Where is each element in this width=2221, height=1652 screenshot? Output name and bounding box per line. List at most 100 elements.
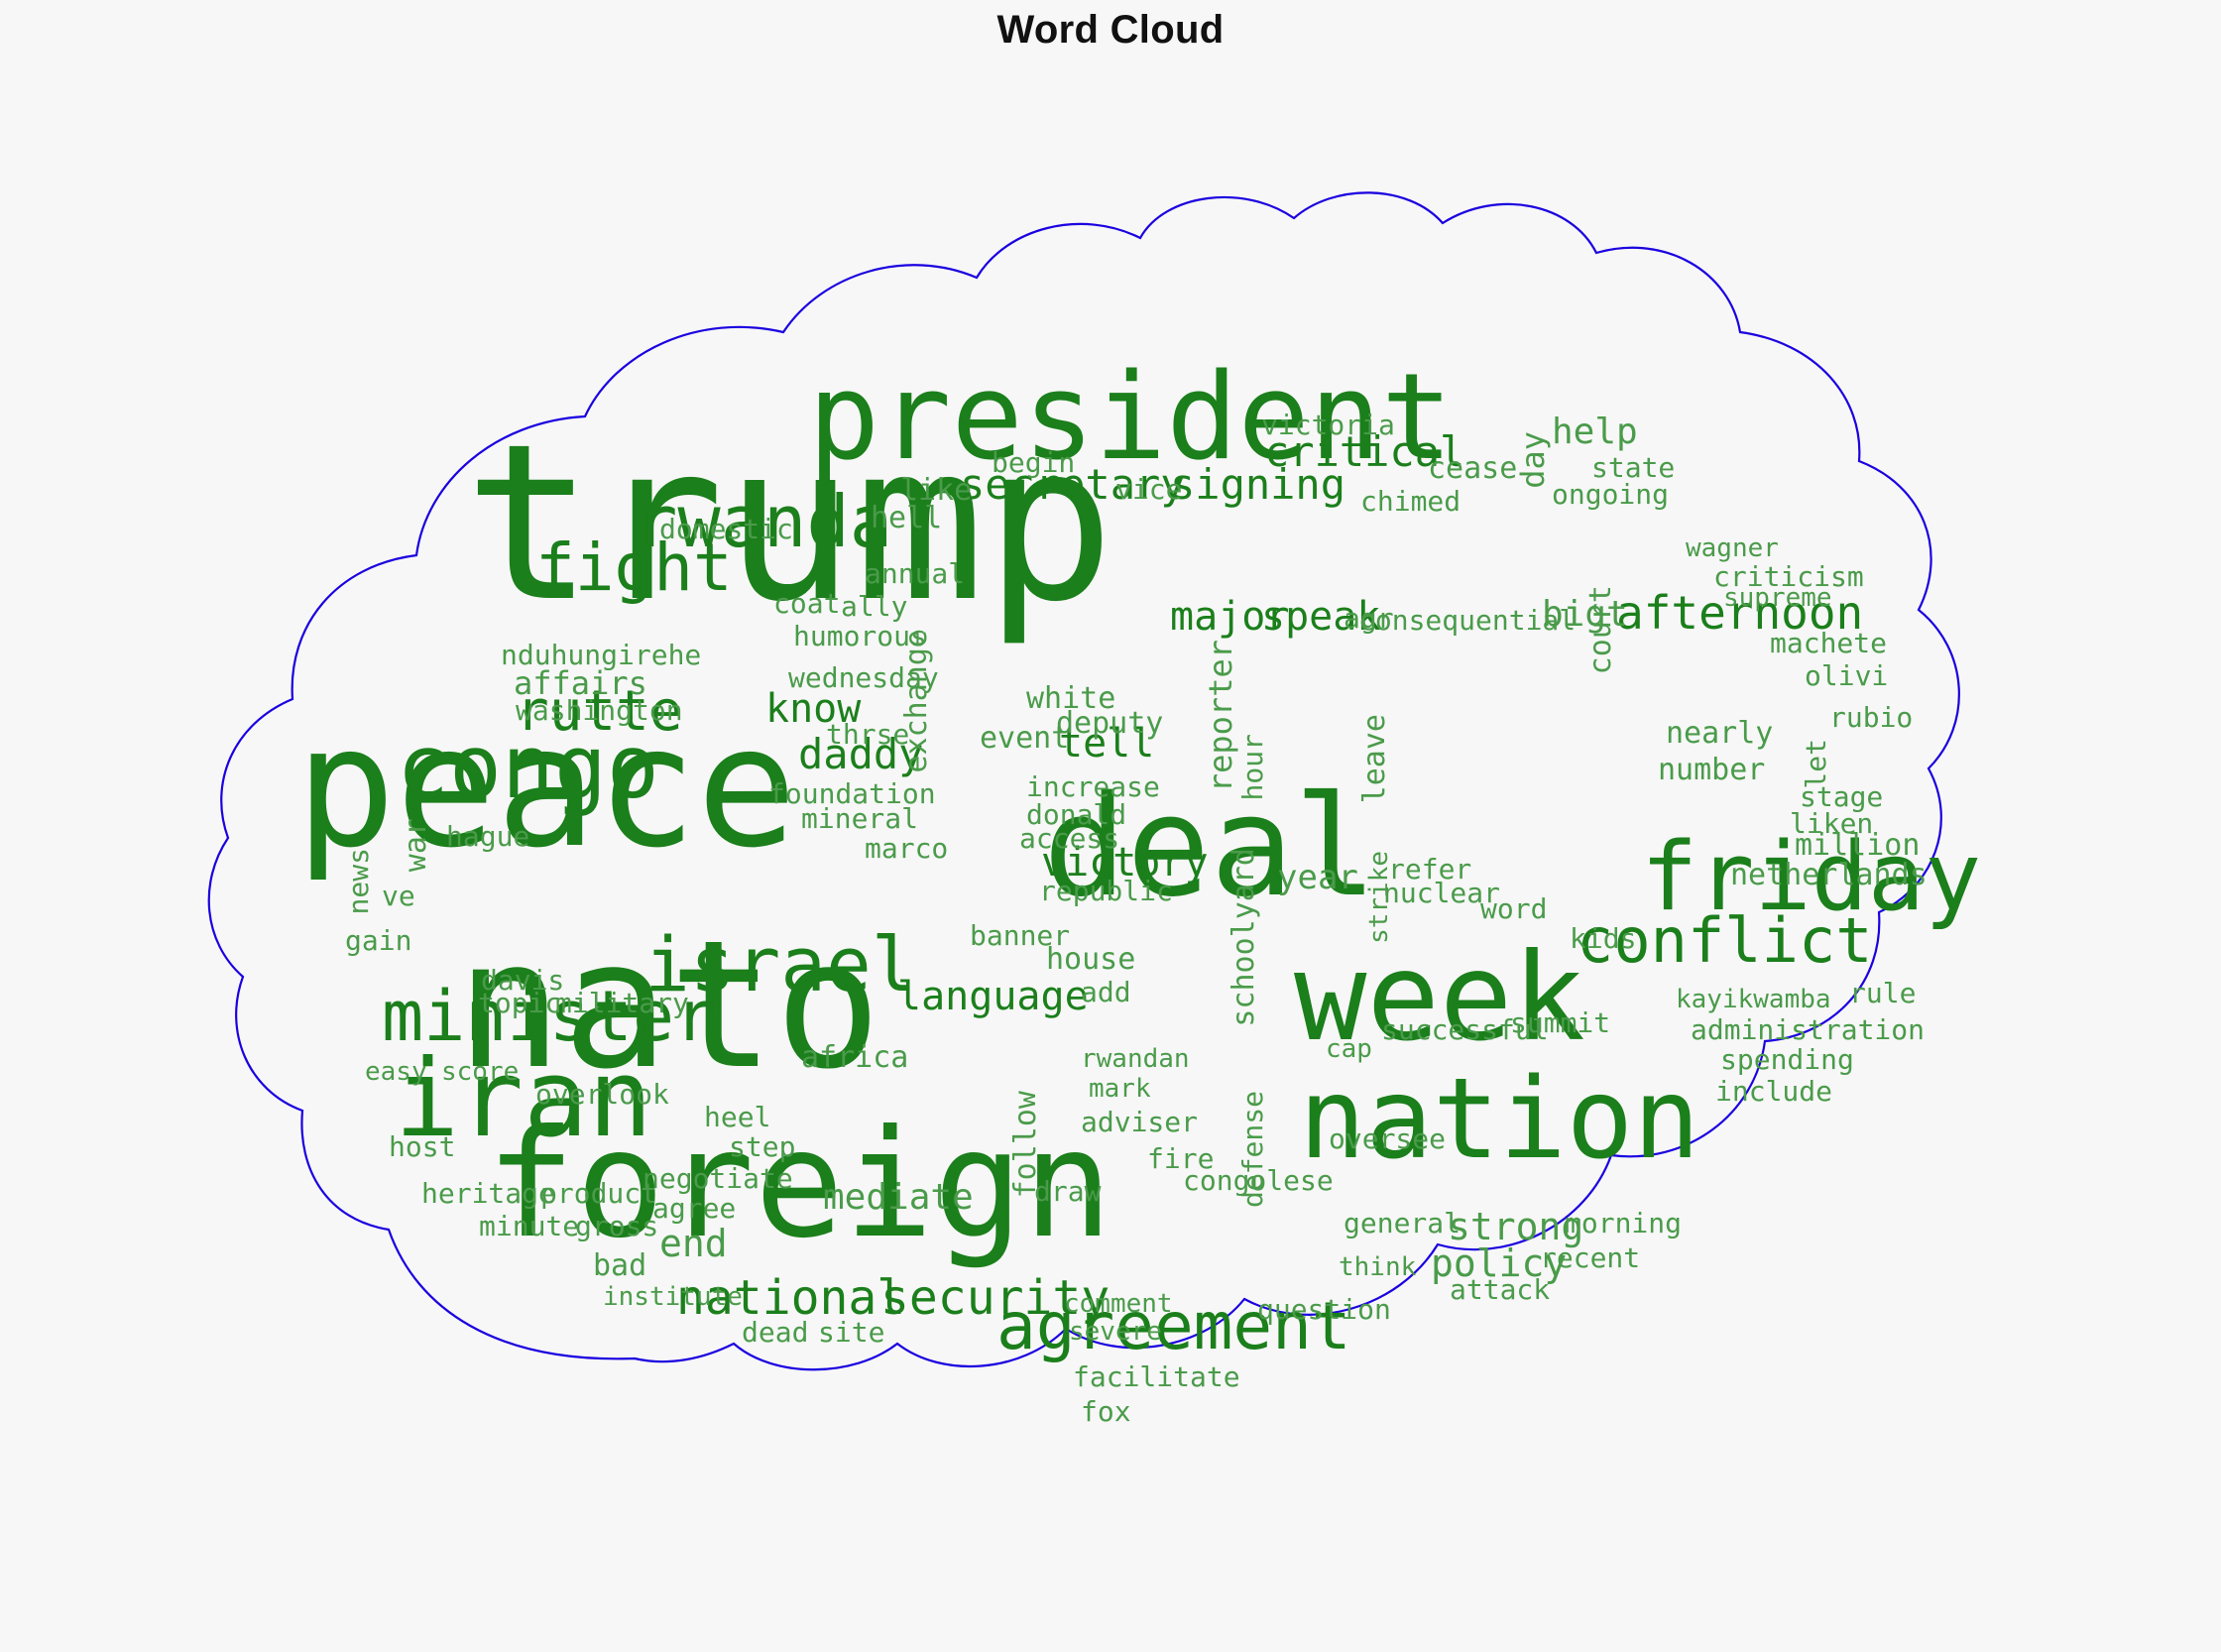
word-gross: gross [575,1210,659,1242]
word-host: host [389,1130,456,1163]
word-marco: marco [865,832,949,865]
word-ongoing: ongoing [1552,478,1670,511]
word-exchange: exchange [899,630,934,773]
word-rutte: rutte [516,679,683,744]
word-negotiate: negotiate [643,1162,793,1195]
wordcloud-canvas: trump peace nato foreign deal president week na… [0,89,2221,1652]
word-site: site [818,1316,885,1349]
word-machete: machete [1770,627,1888,659]
word-tell: tell [1059,721,1155,767]
word-summit: summit [1510,1006,1611,1039]
word-congo: congo [397,716,659,818]
word-morning: morning [1565,1207,1683,1239]
word-easy: easy [365,1057,427,1087]
word-day: day [1514,431,1552,489]
word-heritage: heritage [421,1177,555,1210]
word-follow: follow [1008,1091,1043,1199]
word-humorous: humorous [793,620,927,652]
word-nation: nation [1299,1055,1700,1184]
word-draw: draw [1034,1175,1102,1208]
word-begin: begin [992,446,1076,479]
word-ve: ve [382,880,415,912]
word-republic: republic [1039,875,1173,907]
word-help: help [1552,412,1638,452]
word-consequential: consequential [1358,604,1577,637]
word-add: add [1081,976,1131,1008]
word-iran: iran [395,1037,653,1161]
word-war: war [399,818,433,873]
word-conflict: conflict [1577,904,1873,977]
word-cease: cease [1428,451,1518,486]
word-administration: administration [1691,1013,1926,1046]
word-criticism: criticism [1713,560,1864,593]
word-let: let [1800,739,1832,789]
word-agree: agree [652,1192,737,1225]
word-military: military [555,987,689,1019]
word-hell: hell [871,501,943,535]
word-wednesday: wednesday [788,661,939,694]
word-mineral: mineral [801,802,919,835]
word-question: question [1257,1293,1391,1326]
word-chimed: chimed [1360,485,1461,518]
word-strike: strike [1364,851,1394,944]
word-bigt: bigt [1542,594,1628,635]
word-friday: friday [1641,823,1982,932]
word-step: step [729,1130,796,1163]
word-nato: nato [456,902,881,1108]
word-nduhungirehe: nduhungirehe [501,639,702,671]
word-million: million [1795,828,1921,863]
word-davis: davis [481,964,565,997]
word-like: like [900,473,973,508]
word-minute: minute [479,1210,580,1242]
word-deputy: deputy [1056,706,1164,741]
word-annual: annual [865,557,966,590]
word-africa: africa [801,1040,909,1075]
word-state: state [1591,451,1676,484]
word-recent: recent [1540,1241,1641,1274]
word-rubio: rubio [1829,701,1914,734]
word-victoria: victoria [1261,409,1395,441]
word-president: president [808,349,1454,487]
word-end: end [659,1222,728,1265]
word-major: major [1170,594,1290,640]
word-house: house [1046,942,1136,977]
word-word: word [1480,892,1548,925]
word-supreme: supreme [1723,583,1832,613]
word-coat: coat [773,587,841,620]
word-netherlands: netherlands [1730,858,1928,892]
word-donald: donald [1026,798,1127,831]
word-victory: victory [1041,840,1209,885]
word-secretary: secretary [960,460,1186,509]
word-number: number [1658,753,1766,787]
word-national: national [676,1270,906,1326]
word-signing: signing [1170,460,1346,509]
word-peace: peace [295,690,797,885]
word-speak: speak [1261,594,1381,640]
word-trump: trump [464,399,1115,649]
word-increase: increase [1026,770,1160,803]
word-heel: heel [704,1101,771,1133]
word-rwanda: rwanda [635,480,893,563]
word-washington: washington [516,694,683,727]
page-title: Word Cloud [996,8,1225,52]
word-event: event [980,721,1070,756]
word-severe: severe [1069,1317,1162,1347]
word-stage: stage [1800,780,1884,813]
word-foundation: foundation [768,777,936,810]
word-reporter: reporter [1202,640,1239,793]
word-fight: fight [535,530,733,606]
word-adviser: adviser [1081,1106,1199,1138]
word-mediate: mediate [823,1177,974,1218]
word-nearly: nearly [1666,716,1774,751]
word-attack: attack [1450,1273,1551,1306]
word-afternoon: afternoon [1616,586,1864,640]
word-include: include [1715,1075,1833,1108]
word-policy: policy [1431,1241,1568,1285]
word-liken: liken [1790,807,1874,840]
word-kids: kids [1570,922,1637,955]
word-list: trump peace nato foreign deal president week na… [0,89,2221,1652]
word-critical: critical [1264,427,1465,476]
word-bad: bad [593,1248,647,1283]
word-minister: minister [382,976,717,1057]
